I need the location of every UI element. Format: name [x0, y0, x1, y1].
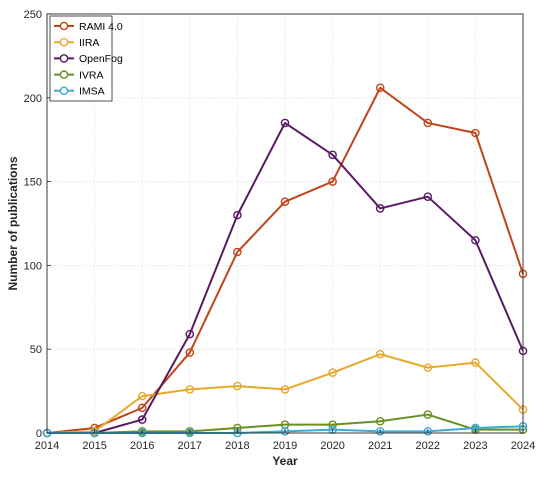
legend-item: RAMI 4.0 [54, 21, 123, 33]
legend-swatch-marker [59, 37, 69, 47]
legend-label: IIRA [79, 37, 99, 49]
data-point [375, 204, 385, 213]
x-tick-label: 2017 [178, 440, 202, 452]
y-tick-label: 100 [24, 260, 42, 272]
x-tick-label: 2023 [463, 440, 487, 452]
data-point [328, 368, 337, 377]
axes: 2014 2015 2016 2017 2018 2019 2020 2021 2022 2023… [24, 9, 536, 452]
data-point [423, 363, 433, 372]
data-point [375, 83, 385, 93]
x-tick-label: 2014 [35, 440, 59, 452]
series-line [46, 86, 524, 434]
series-line [46, 353, 524, 434]
y-tick-label: 250 [24, 9, 42, 21]
x-axis-title: Year [272, 454, 298, 468]
data-point [280, 385, 290, 394]
data-point [471, 235, 480, 245]
x-tick-label: 2015 [82, 440, 106, 452]
data-point [280, 118, 290, 128]
data-point [328, 177, 337, 186]
data-point [423, 410, 433, 419]
y-tick-label: 150 [24, 177, 42, 189]
legend-item: IIRA [54, 37, 99, 49]
data-point [137, 403, 147, 413]
series-line [47, 413, 523, 434]
data-point [471, 358, 480, 367]
x-tick-label: 2021 [368, 440, 392, 452]
plot-frame [46, 13, 524, 434]
data-point [471, 128, 480, 138]
data-point [185, 348, 195, 357]
data-point [423, 427, 433, 436]
data-point [328, 420, 337, 429]
data-point [233, 247, 242, 257]
legend-swatch-marker [59, 54, 69, 63]
plot-area-background [47, 14, 523, 433]
series-line [47, 121, 524, 434]
legend-label: IMSA [79, 86, 105, 98]
data-point [280, 427, 290, 436]
legend-item: IVRA [54, 69, 104, 81]
legend: RAMI 4.0 IIRA OpenFog IVRA IMSA [49, 15, 123, 102]
y-tick-label: 50 [30, 344, 42, 356]
data-point [423, 118, 433, 128]
legend-label: RAMI 4.0 [79, 21, 123, 33]
data-point [375, 416, 385, 426]
data-point [185, 385, 195, 394]
legend-label: OpenFog [79, 53, 123, 65]
x-tick-label: 2024 [511, 440, 535, 452]
legend-swatch-marker [59, 86, 69, 96]
legend-swatch-marker [59, 21, 69, 31]
data-point [137, 415, 147, 424]
data-point [375, 349, 385, 359]
legend-item: OpenFog [54, 53, 123, 65]
y-tick-label: 200 [24, 93, 42, 105]
data-point [185, 329, 195, 339]
x-tick-label: 2020 [320, 440, 344, 452]
legend-swatch-marker [59, 70, 69, 79]
legend-label: IVRA [79, 69, 104, 81]
y-tick-label: 0 [36, 428, 42, 440]
legend-item: IMSA [54, 86, 105, 98]
data-point [137, 391, 147, 401]
data-point [375, 427, 385, 436]
x-tick-label: 2019 [273, 440, 297, 452]
data-point [233, 210, 242, 220]
data-point [233, 381, 242, 391]
y-axis-title: Number of publications [6, 156, 20, 290]
data-point [280, 197, 290, 207]
x-tick-label: 2016 [130, 440, 154, 452]
x-tick-label: 2022 [416, 440, 440, 452]
data-point [328, 150, 337, 160]
x-tick-label: 2018 [225, 440, 249, 452]
data-point [423, 192, 433, 201]
